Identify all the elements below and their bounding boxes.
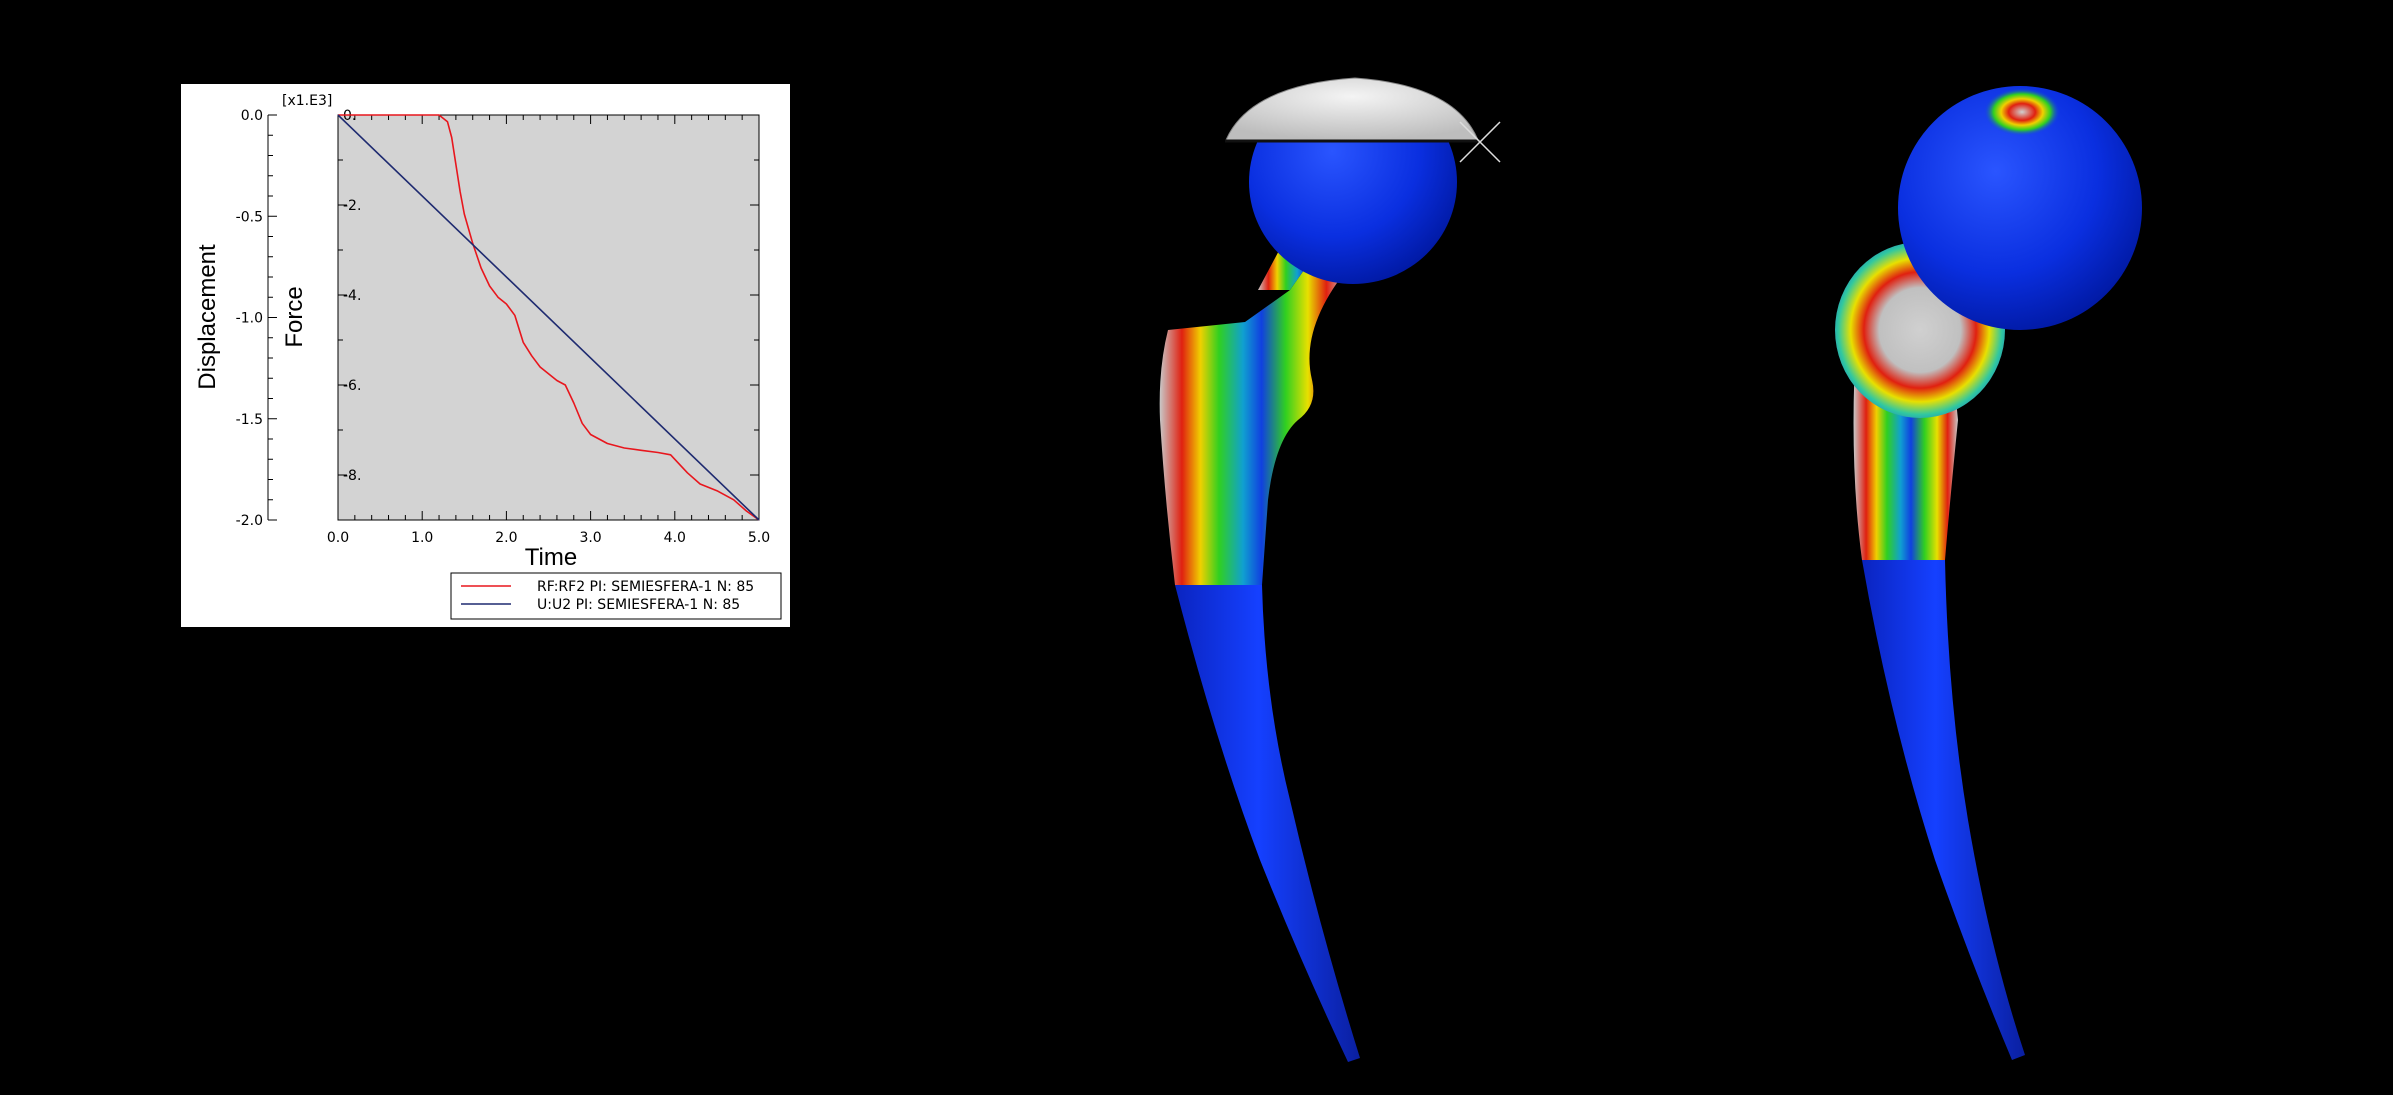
force-tick-label: -6. — [343, 378, 361, 394]
legend-label-u2: U:U2 PI: SEMIESFERA-1 N: 85 — [537, 597, 740, 613]
x-tick-label: 5.0 — [748, 530, 770, 546]
y-axis-title-force: Force — [281, 286, 308, 347]
stem-model-left — [1159, 77, 1501, 1062]
series-line-0 — [338, 114, 760, 521]
x-tick-label: 2.0 — [495, 530, 517, 546]
force-tick-label: -4. — [343, 288, 361, 304]
displacement-tick-label: -0.5 — [236, 209, 263, 225]
acetabular-cup-left — [1225, 77, 1479, 141]
displacement-axis — [267, 114, 277, 521]
series-layer — [337, 114, 760, 521]
x-axis-title: Time — [525, 544, 577, 571]
stem-shaft-right — [1862, 560, 2025, 1060]
stem-body-left — [1159, 250, 1345, 585]
displacement-tick-label: -2.0 — [236, 513, 263, 529]
x-tick-label: 4.0 — [664, 530, 686, 546]
force-tick-label: -8. — [343, 468, 361, 484]
xy-plot-panel: 0.0 1.0 2.0 3.0 4.0 5.0 0. -2. -4. -6. -8. 0.0 -0.5 -… — [181, 84, 790, 627]
force-tick-label: -2. — [343, 198, 361, 214]
x-tick-label: 0.0 — [327, 530, 349, 546]
series-line-1 — [337, 114, 760, 521]
plot-ticks — [337, 114, 760, 521]
force-tick-label: 0. — [343, 108, 356, 124]
legend-label-rf2: RF:RF2 PI: SEMIESFERA-1 N: 85 — [537, 579, 754, 595]
x-tick-label: 3.0 — [579, 530, 601, 546]
contact-hotspot-right — [1984, 88, 2060, 136]
x-tick-label: 1.0 — [411, 530, 433, 546]
femoral-head-right — [1898, 86, 2142, 330]
displacement-tick-label: -1.5 — [236, 412, 263, 428]
displacement-tick-label: 0.0 — [241, 108, 263, 124]
legend: RF:RF2 PI: SEMIESFERA-1 N: 85 U:U2 PI: S… — [450, 572, 782, 620]
legend-box — [450, 572, 782, 620]
stem-shaft-left — [1175, 585, 1360, 1062]
tick-labels: 0.0 1.0 2.0 3.0 4.0 5.0 0. -2. -4. -6. -8. 0.0 -0.5 -… — [236, 108, 770, 546]
y-axis-title-displacement: Displacement — [194, 244, 221, 390]
stem-model-right — [1835, 86, 2142, 1060]
multiplier-label: [x1.E3] — [282, 93, 332, 109]
displacement-tick-label: -1.0 — [236, 311, 263, 327]
xy-plot: 0.0 1.0 2.0 3.0 4.0 5.0 0. -2. -4. -6. -8. 0.0 -0.5 -… — [194, 93, 782, 620]
reference-point-marker — [1459, 121, 1501, 163]
